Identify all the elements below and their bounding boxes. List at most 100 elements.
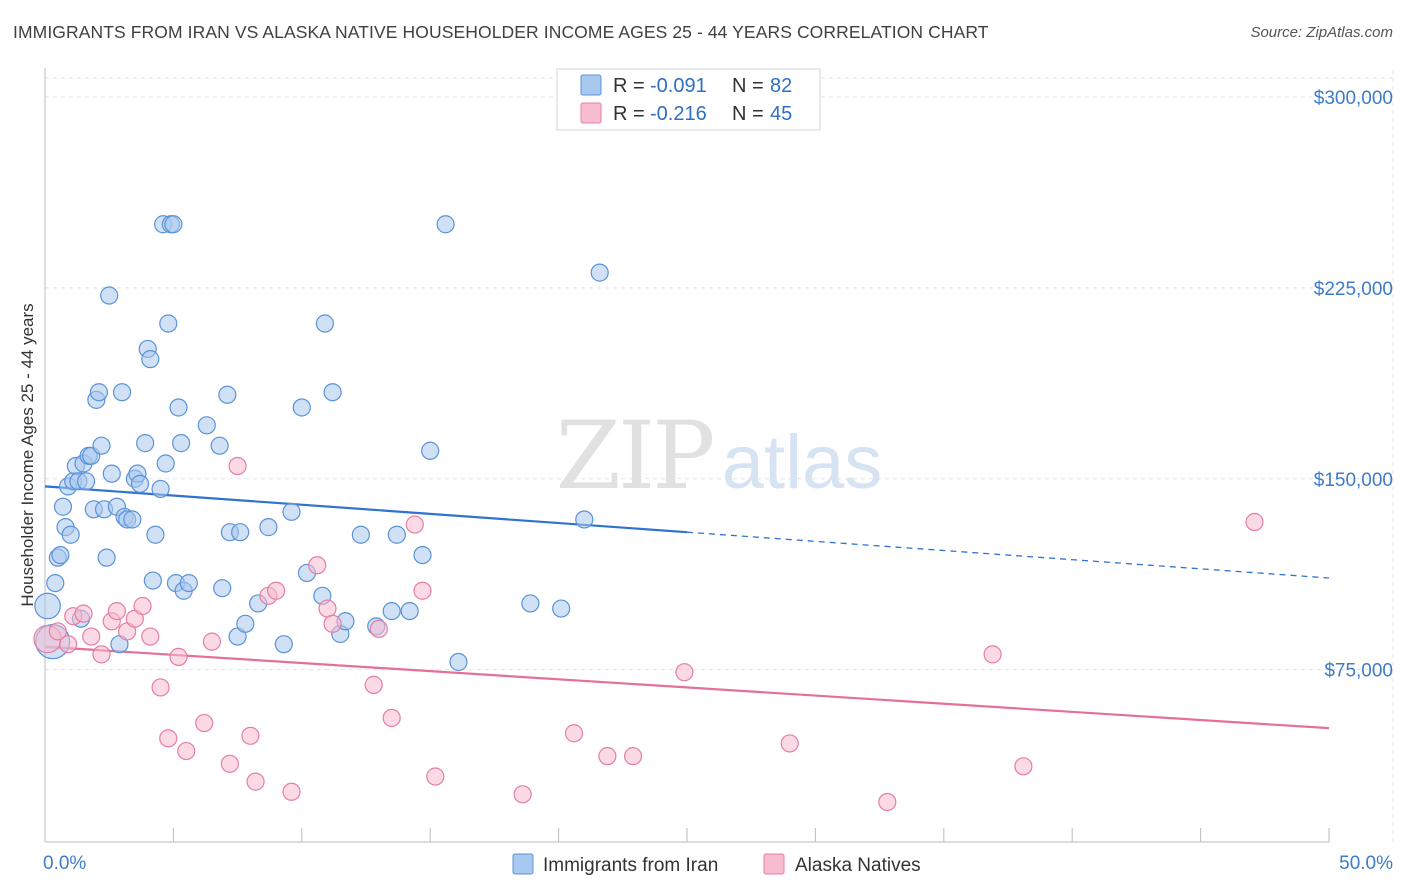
- iran-point-78: [521, 594, 540, 613]
- iran-point-51: [210, 436, 229, 455]
- chart-title: IMMIGRANTS FROM IRAN VS ALASKA NATIVE HO…: [13, 22, 989, 42]
- alaska-point-6: [92, 645, 111, 664]
- watermark-zip: ZIP: [556, 402, 713, 511]
- legend-r-label-iran: R =: [613, 75, 645, 97]
- iran-point-30: [123, 510, 142, 529]
- iran-point-77: [449, 652, 468, 672]
- iran-point-22: [97, 548, 116, 567]
- alaska-point-13: [151, 678, 170, 697]
- alaska-point-33: [413, 581, 432, 600]
- alaska-point-40: [780, 734, 799, 753]
- alaska-point-2: [59, 635, 78, 654]
- iran-point-38: [146, 525, 165, 544]
- alaska-point-11: [133, 596, 152, 616]
- iran-point-42: [159, 314, 178, 333]
- series-alaska-points: [33, 456, 1264, 812]
- legend-n-label-iran: N =: [732, 75, 764, 97]
- iran-point-72: [387, 525, 406, 544]
- trend-line-alaska: [44, 645, 1330, 730]
- source-label: Source: ZipAtlas.com: [1250, 24, 1393, 41]
- trend-line-iran-extension: [686, 531, 1330, 579]
- legend-r-value-iran: -0.091: [650, 75, 707, 97]
- iran-point-33: [130, 474, 150, 493]
- alaska-point-19: [220, 754, 239, 773]
- alaska-point-18: [202, 632, 222, 651]
- legend-swatch-iran: [580, 74, 602, 96]
- iran-point-60: [274, 635, 293, 654]
- alaska-point-12: [141, 627, 160, 646]
- alaska-point-36: [564, 724, 584, 743]
- alaska-point-38: [623, 747, 643, 766]
- alaska-point-14: [159, 729, 178, 748]
- iran-point-49: [179, 573, 198, 593]
- iran-point-57: [236, 614, 255, 633]
- iran-point-44: [164, 215, 183, 234]
- iran-point-27: [112, 383, 132, 402]
- legend-swatch-alaska: [580, 102, 602, 124]
- iran-point-59: [259, 518, 278, 537]
- alaska-point-35: [513, 785, 532, 804]
- alaska-point-37: [598, 747, 617, 766]
- iran-point-76: [436, 215, 455, 234]
- iran-point-19: [89, 383, 109, 402]
- series-legend: Immigrants from Iran Alaska Natives: [512, 853, 921, 876]
- iran-point-39: [151, 479, 170, 499]
- tick-labels: $75,000 $150,000 $225,000 $300,000 0.0% 50.0%: [43, 88, 1393, 874]
- alaska-point-43: [1014, 757, 1033, 776]
- iran-point-53: [218, 385, 237, 404]
- iran-point-50: [197, 416, 216, 435]
- iran-point-79: [552, 599, 571, 618]
- iran-point-41: [156, 454, 175, 473]
- alaska-point-1: [48, 622, 67, 641]
- iran-point-20: [92, 436, 111, 455]
- series-iran-points: [34, 215, 609, 672]
- iran-point-4: [51, 545, 70, 565]
- legend-n-label-alaska: N =: [732, 103, 764, 125]
- iran-point-2: [46, 573, 65, 593]
- stats-legend: R = -0.091 N = 82 R = -0.216 N = 45: [556, 68, 821, 131]
- iran-point-73: [400, 601, 419, 621]
- legend-r-label-alaska: R =: [613, 103, 645, 125]
- alaska-point-8: [107, 601, 127, 621]
- iran-point-47: [172, 434, 191, 453]
- bottom-legend-label-iran: Immigrants from Iran: [543, 855, 718, 876]
- iran-point-61: [282, 502, 301, 521]
- iran-point-8: [61, 525, 80, 544]
- alaska-point-17: [195, 713, 214, 733]
- alaska-point-34: [426, 767, 445, 786]
- iran-point-69: [351, 525, 370, 544]
- alaska-point-25: [282, 782, 301, 801]
- trend-lines: [44, 485, 1330, 730]
- iran-point-80: [575, 510, 594, 529]
- alaska-point-4: [74, 604, 93, 623]
- x-tick-label-1: 50.0%: [1339, 853, 1393, 874]
- iran-point-62: [292, 398, 311, 417]
- bottom-legend-swatch-alaska: [763, 853, 785, 875]
- bottom-legend-swatch-iran: [512, 853, 534, 875]
- iran-point-5: [53, 497, 73, 516]
- watermark: ZIP atlas: [556, 402, 883, 511]
- iran-point-81: [590, 263, 609, 282]
- alaska-point-30: [369, 619, 388, 639]
- iran-point-56: [231, 523, 250, 542]
- y-tick-label-0: $75,000: [1324, 661, 1393, 682]
- iran-point-65: [315, 314, 335, 333]
- y-tick-label-3: $300,000: [1314, 88, 1393, 109]
- y-tick-label-1: $150,000: [1314, 470, 1393, 491]
- x-tick-label-0: 0.0%: [43, 853, 86, 874]
- iran-point-71: [382, 601, 401, 621]
- alaska-point-42: [983, 645, 1002, 664]
- gridlines: [45, 70, 1394, 842]
- alaska-point-21: [241, 726, 260, 745]
- alaska-point-16: [177, 741, 196, 761]
- alaska-point-41: [878, 792, 897, 812]
- iran-point-23: [100, 286, 119, 305]
- iran-point-52: [213, 579, 232, 598]
- alaska-point-27: [318, 599, 337, 618]
- alaska-point-26: [308, 556, 327, 575]
- alaska-point-24: [267, 581, 286, 600]
- iran-point-36: [141, 350, 160, 369]
- y-tick-label-2: $225,000: [1314, 279, 1393, 300]
- alaska-point-22: [246, 772, 265, 791]
- iran-point-74: [413, 545, 432, 565]
